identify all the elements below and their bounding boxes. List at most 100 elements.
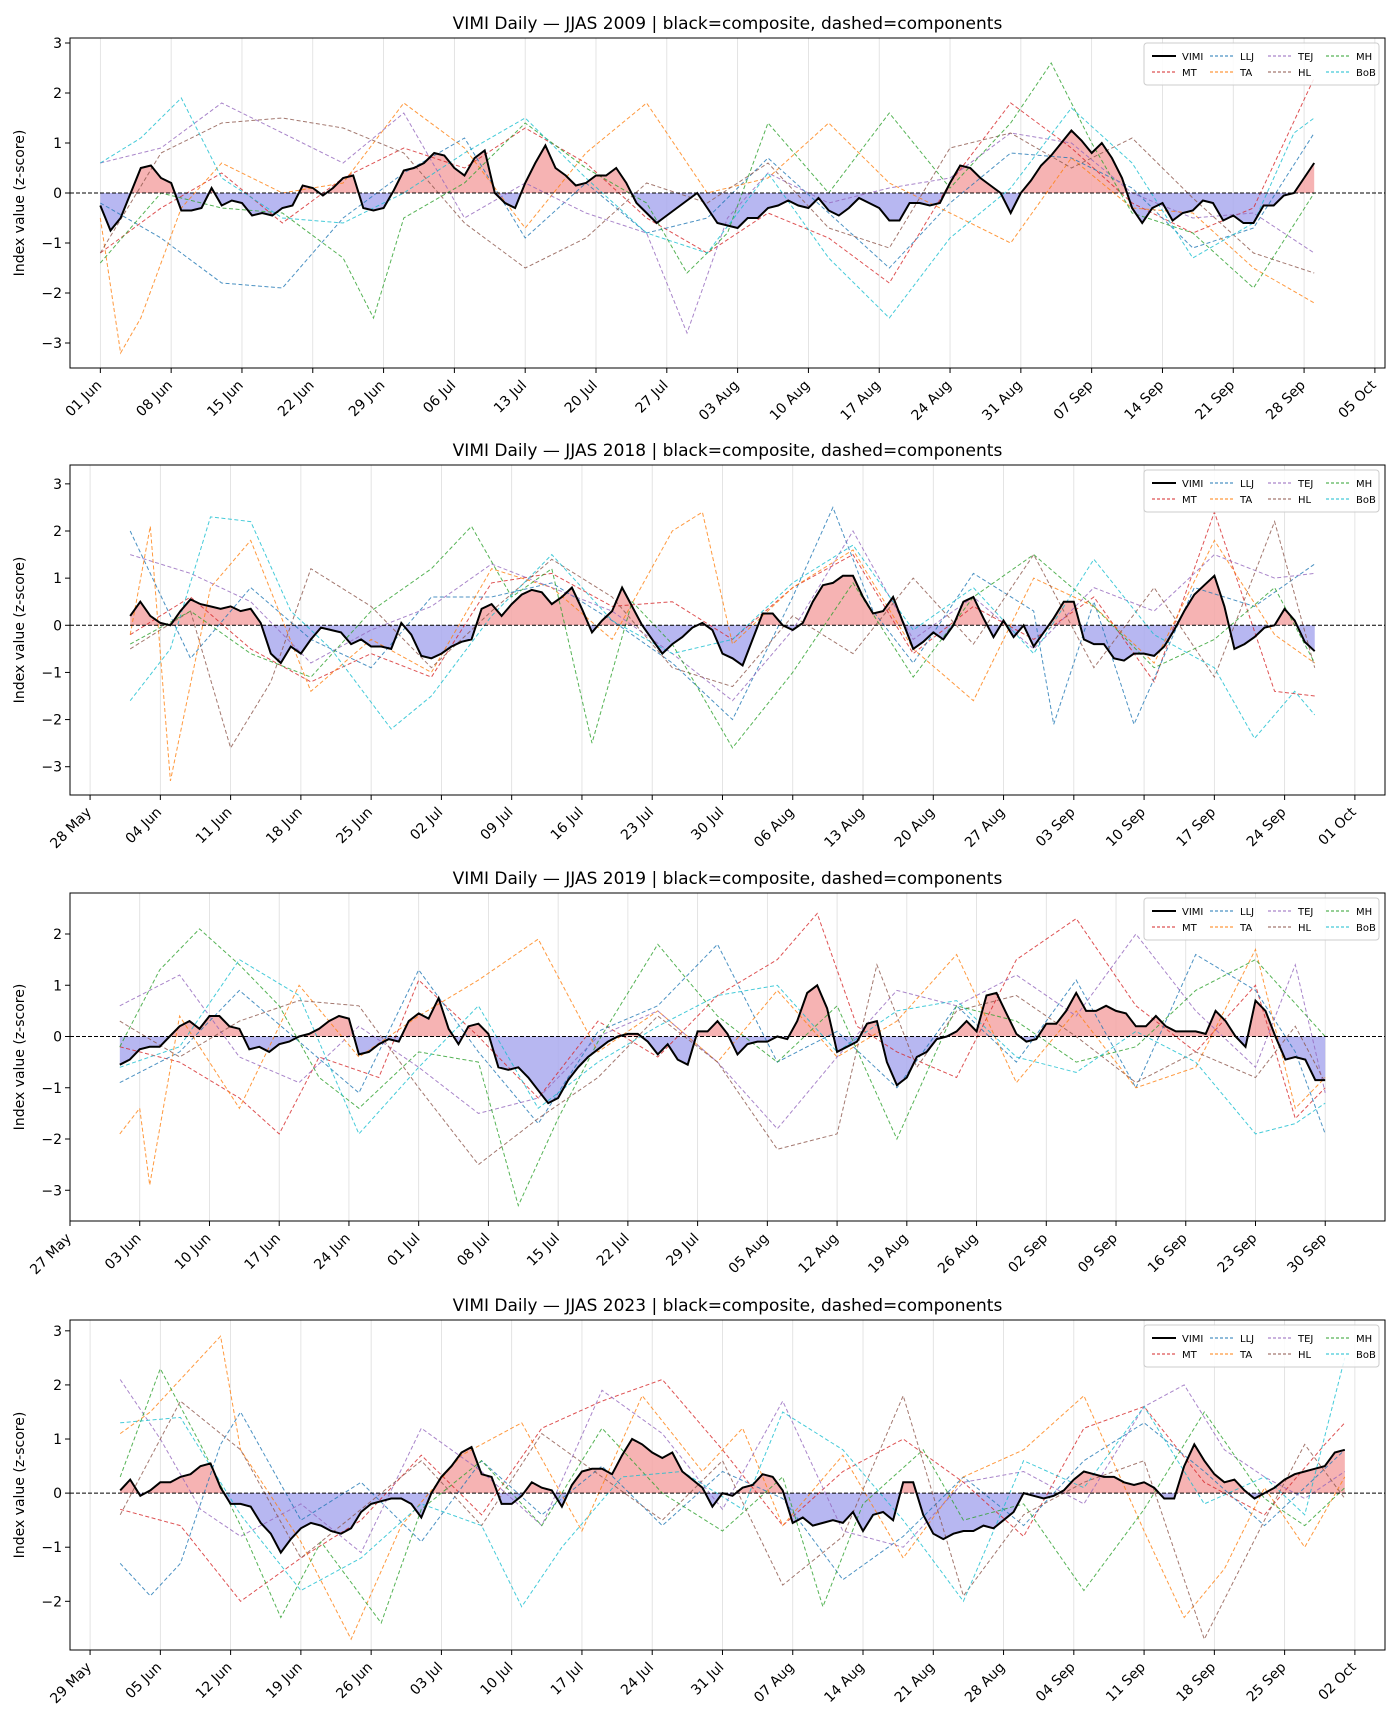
x-tick-label: 18 Jun [263,805,306,848]
chart-panel-3: −3 −2 −1 0 1 2 27 May 03 Jun 10 Jun 17 Jun 24 Jun 0… [12,869,1386,1278]
x-tick-label: 14 Sep [1122,377,1168,423]
series-line-llj [119,943,1326,1135]
legend-label-mt: MT [1182,1350,1198,1361]
y-tick-label: −2 [41,1132,62,1148]
x-tick-label: 10 Aug [767,378,813,424]
positive-fill-area [119,985,1326,1037]
x-tick-label: 02 Sep [1005,1230,1051,1276]
x-tick-label: 20 Aug [892,805,938,851]
legend-label-mh: MH [1356,907,1372,918]
x-tick-label: 16 Sep [1145,1230,1191,1276]
x-tick-label: 18 Sep [1173,1659,1219,1705]
legend-label-mh: MH [1356,1334,1372,1345]
y-tick-label: 3 [53,36,62,52]
x-tick-label: 01 Jul [385,1231,424,1270]
legend-label-llj: LLJ [1240,479,1254,490]
y-tick-label: 3 [53,1324,62,1340]
y-axis-label: Index value (z-score) [12,984,28,1131]
y-tick-label: 0 [53,1030,62,1046]
y-tick-label: −3 [41,760,62,776]
x-tick-label: 26 Aug [935,1231,981,1277]
legend-box [1143,1324,1380,1368]
x-tick-label: 13 Aug [821,805,867,851]
x-tick-label: 01 Oct [1316,804,1361,849]
legend-label-bob: BoB [1356,923,1376,934]
legend-label-ta: TA [1239,1350,1252,1361]
series-line-bob [100,97,1315,319]
legend-label-vimi: VIMI [1182,52,1203,63]
x-tick-label: 13 Jul [491,378,530,417]
vimi-fill-group [119,985,1326,1104]
x-tick-label: 14 Aug [821,1660,867,1706]
x-tick-label: 26 Jun [333,1660,376,1703]
y-tick-label: −2 [41,713,62,729]
legend-label-llj: LLJ [1240,1334,1254,1345]
x-tick-label: 30 Sep [1284,1230,1330,1276]
x-tick-label: 17 Sep [1173,804,1219,850]
series-line-bob [129,516,1316,740]
legend-box [1143,897,1380,941]
x-tick-label: 28 Aug [962,1660,1008,1706]
chart-title: VIMI Daily — JJAS 2019 | black=composite… [453,869,1003,889]
legend: VIMI MT LLJ TA TEJ HL MH BoB [1143,897,1380,941]
y-axis: −2 −1 0 1 2 3 [41,1324,70,1610]
y-tick-label: 0 [53,618,62,634]
x-tick-label: 27 Jul [633,378,672,417]
legend-label-bob: BoB [1356,68,1376,79]
x-tick-label: 02 Oct [1316,1659,1361,1704]
legend-label-vimi: VIMI [1182,907,1203,918]
legend-label-tej: TEJ [1297,907,1313,918]
legend-label-mh: MH [1356,52,1372,63]
legend-label-vimi: VIMI [1182,479,1203,490]
x-tick-label: 06 Jul [420,378,459,417]
x-tick-label: 07 Sep [1051,377,1097,423]
x-tick-label: 31 Jul [688,1660,727,1699]
x-tick-label: 08 Jun [133,378,176,421]
legend-label-hl: HL [1298,1350,1312,1361]
x-tick-label: 17 Aug [838,378,884,424]
series-line-tej [100,102,1315,335]
positive-fill-area [130,575,1315,626]
legend-label-ta: TA [1239,495,1252,506]
chart-title: VIMI Daily — JJAS 2018 | black=composite… [453,441,1003,461]
x-tick-label: 27 May [27,1231,75,1279]
series-line-tej [119,933,1326,1130]
x-tick-label: 29 Jul [663,1231,702,1270]
series-line-hl [119,963,1326,1166]
x-tick-label: 22 Jul [594,1231,633,1270]
legend-label-ta: TA [1239,68,1252,79]
x-tick-label: 19 Jun [263,1660,306,1703]
series-line-vimi [119,1437,1346,1555]
x-tick-label: 12 Jun [193,1660,236,1703]
y-axis-label: Index value (z-score) [12,1412,28,1559]
y-axis-label: Index value (z-score) [12,130,28,277]
series-line-tej [130,530,1315,702]
series-line-mt [100,77,1315,284]
vertical-grid [89,465,1356,795]
legend-label-mt: MT [1182,495,1198,506]
y-tick-label: 3 [53,477,62,493]
component-lines [99,62,1315,355]
vimi-fill-group [130,575,1315,666]
series-line-ta [129,511,1315,782]
x-tick-label: 10 Jul [478,1660,517,1699]
positive-fill-area [100,130,1315,193]
component-lines [129,506,1316,782]
x-tick-label: 19 Aug [865,1231,911,1277]
series-line-mt [120,1378,1346,1602]
x-tick-label: 03 Sep [1033,804,1079,850]
legend-label-tej: TEJ [1297,52,1313,63]
legend-label-tej: TEJ [1297,1334,1313,1345]
x-tick-label: 21 Aug [892,1660,938,1706]
x-axis: 27 May 03 Jun 10 Jun 17 Jun 24 Jun 01 Jul 08 J… [27,1221,1330,1278]
series-line-mh [119,1367,1346,1625]
x-tick-label: 07 Aug [751,1660,797,1706]
vertical-grid [89,1320,1356,1650]
y-axis: −3 −2 −1 0 1 2 3 [41,36,70,352]
x-tick-label: 23 Jul [618,805,657,844]
legend: VIMI MT LLJ TA TEJ HL MH BoB [1143,1324,1380,1368]
x-tick-label: 15 Jun [204,378,247,421]
chart-title: VIMI Daily — JJAS 2009 | black=composite… [453,14,1003,34]
x-tick-label: 30 Jul [688,805,727,844]
